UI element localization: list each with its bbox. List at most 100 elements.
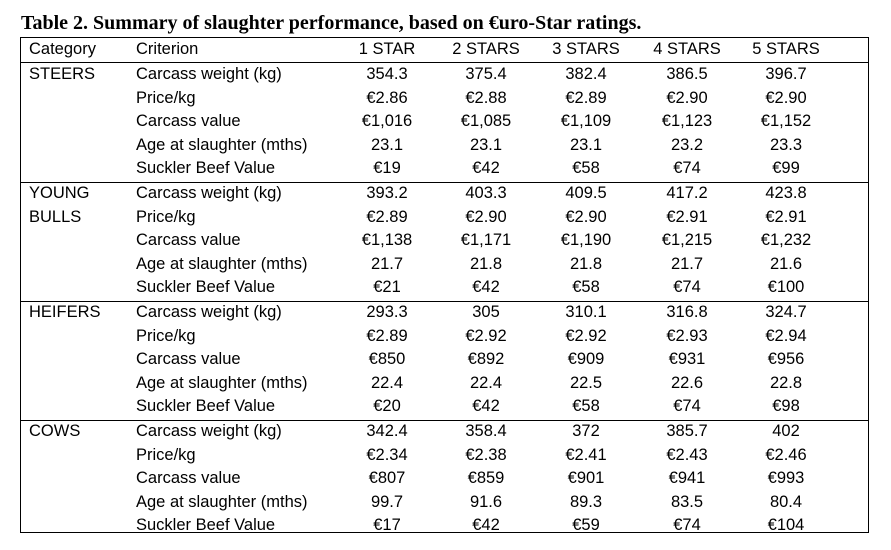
value-cell: 393.2 — [366, 184, 408, 202]
value-cell: 358.4 — [465, 422, 507, 440]
value-cell: €17 — [373, 516, 401, 534]
value-cell: €931 — [668, 350, 706, 368]
value-cell: €2.91 — [666, 207, 708, 226]
value-cell: 342.4 — [366, 422, 408, 440]
criterion-label: Suckler Beef Value — [136, 159, 276, 177]
value-cell: €58 — [572, 397, 600, 415]
criterion-label: Carcass value — [136, 469, 241, 487]
value-cell: €100 — [767, 278, 805, 296]
value-cell: €1,123 — [661, 112, 713, 130]
criterion-label: Age at slaughter (mths) — [136, 492, 308, 511]
criterion-label: Suckler Beef Value — [136, 516, 276, 534]
row-divider — [21, 419, 868, 421]
value-cell: €2.38 — [465, 445, 507, 464]
value-cell: 23.1 — [370, 135, 404, 154]
value-cell: €2.46 — [765, 445, 807, 464]
value-cell: 23.2 — [670, 135, 704, 154]
criterion-label: Suckler Beef Value — [136, 397, 276, 415]
value-cell: 375.4 — [465, 65, 507, 83]
value-cell: €2.92 — [465, 326, 507, 345]
value-cell: €2.89 — [366, 326, 408, 345]
criterion-label: Carcass value — [136, 112, 241, 130]
value-cell: €58 — [572, 278, 600, 296]
category-label: BULLS — [29, 207, 82, 226]
header-row: Category Criterion 1 STAR 2 STARS 3 STARS 4 S… — [21, 38, 868, 61]
value-cell: €941 — [668, 469, 706, 487]
value-cell: 402 — [772, 422, 800, 440]
table-row: Carcass value €850 €892 €909 €931 €956 — [21, 348, 868, 371]
value-cell: €1,109 — [560, 112, 612, 130]
value-cell: €42 — [472, 397, 500, 415]
criterion-label: Carcass value — [136, 350, 241, 368]
header-stars: 5 STARS — [752, 40, 820, 58]
value-cell: €2.94 — [765, 326, 807, 345]
value-cell: €42 — [472, 516, 500, 534]
value-cell: 324.7 — [765, 303, 807, 321]
criterion-label: Price/kg — [136, 207, 196, 226]
value-cell: €1,152 — [760, 112, 812, 130]
value-cell: €74 — [673, 159, 701, 177]
criterion-label: Age at slaughter (mths) — [136, 254, 308, 273]
row-divider — [21, 62, 868, 63]
value-cell: €993 — [767, 469, 805, 487]
value-cell: 23.1 — [469, 135, 503, 154]
category-label: HEIFERS — [29, 303, 101, 321]
value-cell: 354.3 — [366, 65, 408, 83]
value-cell: 386.5 — [666, 65, 708, 83]
value-cell: 21.7 — [670, 254, 704, 273]
value-cell: €2.90 — [765, 88, 807, 107]
value-cell: €2.90 — [565, 207, 607, 226]
table-row: Age at slaughter (mths) 23.1 23.1 23.1 23.2 2… — [21, 134, 868, 157]
table-row: Carcass value €807 €859 €901 €941 €993 — [21, 467, 868, 490]
value-cell: €98 — [772, 397, 800, 415]
header-category: Category — [29, 40, 96, 58]
header-stars: 2 STARS — [452, 40, 520, 58]
criterion-label: Age at slaughter (mths) — [136, 373, 308, 392]
value-cell: €1,085 — [460, 112, 512, 130]
value-cell: €59 — [572, 516, 600, 534]
value-cell: 385.7 — [666, 422, 708, 440]
value-cell: €2.89 — [565, 88, 607, 107]
value-cell: €58 — [572, 159, 600, 177]
header-stars: 3 STARS — [552, 40, 620, 58]
criterion-label: Price/kg — [136, 88, 196, 107]
value-cell: €2.88 — [465, 88, 507, 107]
table-row: Age at slaughter (mths) 22.4 22.4 22.5 22.6 2… — [21, 372, 868, 395]
value-cell: €901 — [567, 469, 605, 487]
value-cell: €2.92 — [565, 326, 607, 345]
row-divider — [21, 300, 868, 302]
value-cell: €74 — [673, 516, 701, 534]
slaughter-performance-table: Category Criterion 1 STAR 2 STARS 3 STARS 4 S… — [20, 37, 869, 534]
value-cell: 22.5 — [569, 373, 603, 392]
table-row: STEERS Carcass weight (kg) 354.3 375.4 382.4… — [21, 63, 868, 86]
value-cell: 22.6 — [670, 373, 704, 392]
value-cell: €956 — [767, 350, 805, 368]
value-cell: €21 — [373, 278, 401, 296]
criterion-label: Price/kg — [136, 326, 196, 345]
value-cell: €2.89 — [366, 207, 408, 226]
value-cell: 423.8 — [765, 184, 807, 202]
value-cell: €1,190 — [560, 231, 612, 249]
table-row: Age at slaughter (mths) 99.7 91.6 89.3 83.5 8… — [21, 491, 868, 514]
value-cell: 99.7 — [370, 492, 404, 511]
value-cell: 89.3 — [569, 492, 603, 511]
value-cell: 293.3 — [366, 303, 408, 321]
value-cell: €1,138 — [361, 231, 413, 249]
table-row: Carcass value €1,138 €1,171 €1,190 €1,215 €1,… — [21, 229, 868, 252]
header-stars: 1 STAR — [358, 40, 416, 58]
value-cell: €909 — [567, 350, 605, 368]
value-cell: 23.1 — [569, 135, 603, 154]
value-cell: €2.91 — [765, 207, 807, 226]
table-row: Carcass value €1,016 €1,085 €1,109 €1,123 €1,… — [21, 110, 868, 133]
value-cell: €1,232 — [760, 231, 812, 249]
value-cell: €859 — [467, 469, 505, 487]
value-cell: €1,171 — [460, 231, 512, 249]
value-cell: €1,016 — [361, 112, 413, 130]
table-row: Price/kg €2.86 €2.88 €2.89 €2.90 €2.90 — [21, 87, 868, 110]
row-divider — [21, 181, 868, 183]
value-cell: €892 — [467, 350, 505, 368]
value-cell: €2.34 — [366, 445, 408, 464]
value-cell: €2.93 — [666, 326, 708, 345]
header-criterion: Criterion — [136, 40, 199, 58]
value-cell: €42 — [472, 159, 500, 177]
